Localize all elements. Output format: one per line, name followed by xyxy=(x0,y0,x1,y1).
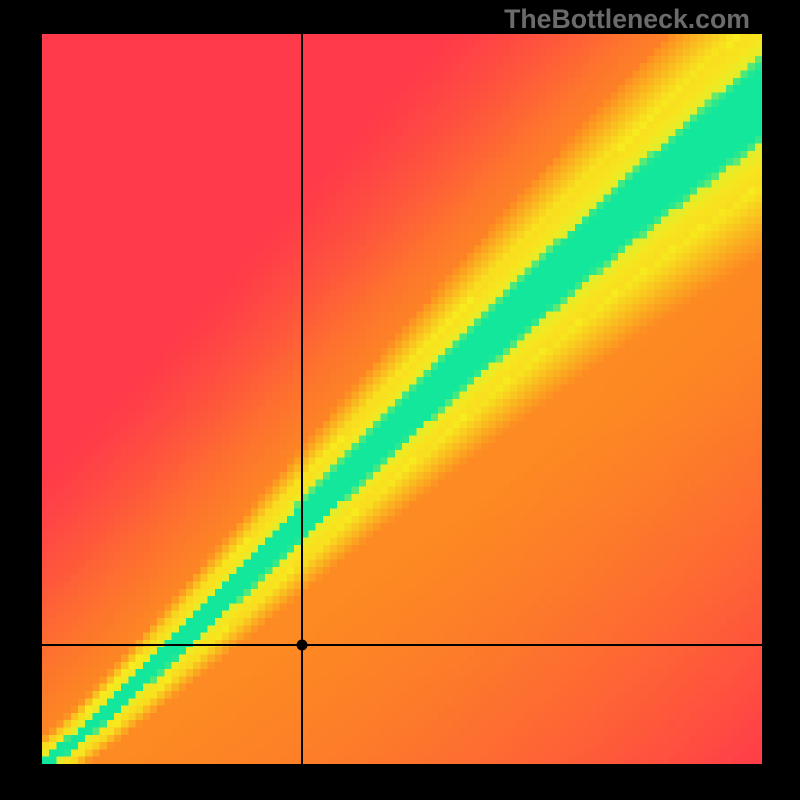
crosshair-horizontal xyxy=(42,644,762,646)
attribution-label: TheBottleneck.com xyxy=(504,4,750,35)
crosshair-vertical xyxy=(301,34,303,764)
heatmap-canvas xyxy=(42,34,762,764)
plot-area xyxy=(42,34,762,764)
chart-root: TheBottleneck.com xyxy=(0,0,800,800)
marker-point xyxy=(296,640,307,651)
